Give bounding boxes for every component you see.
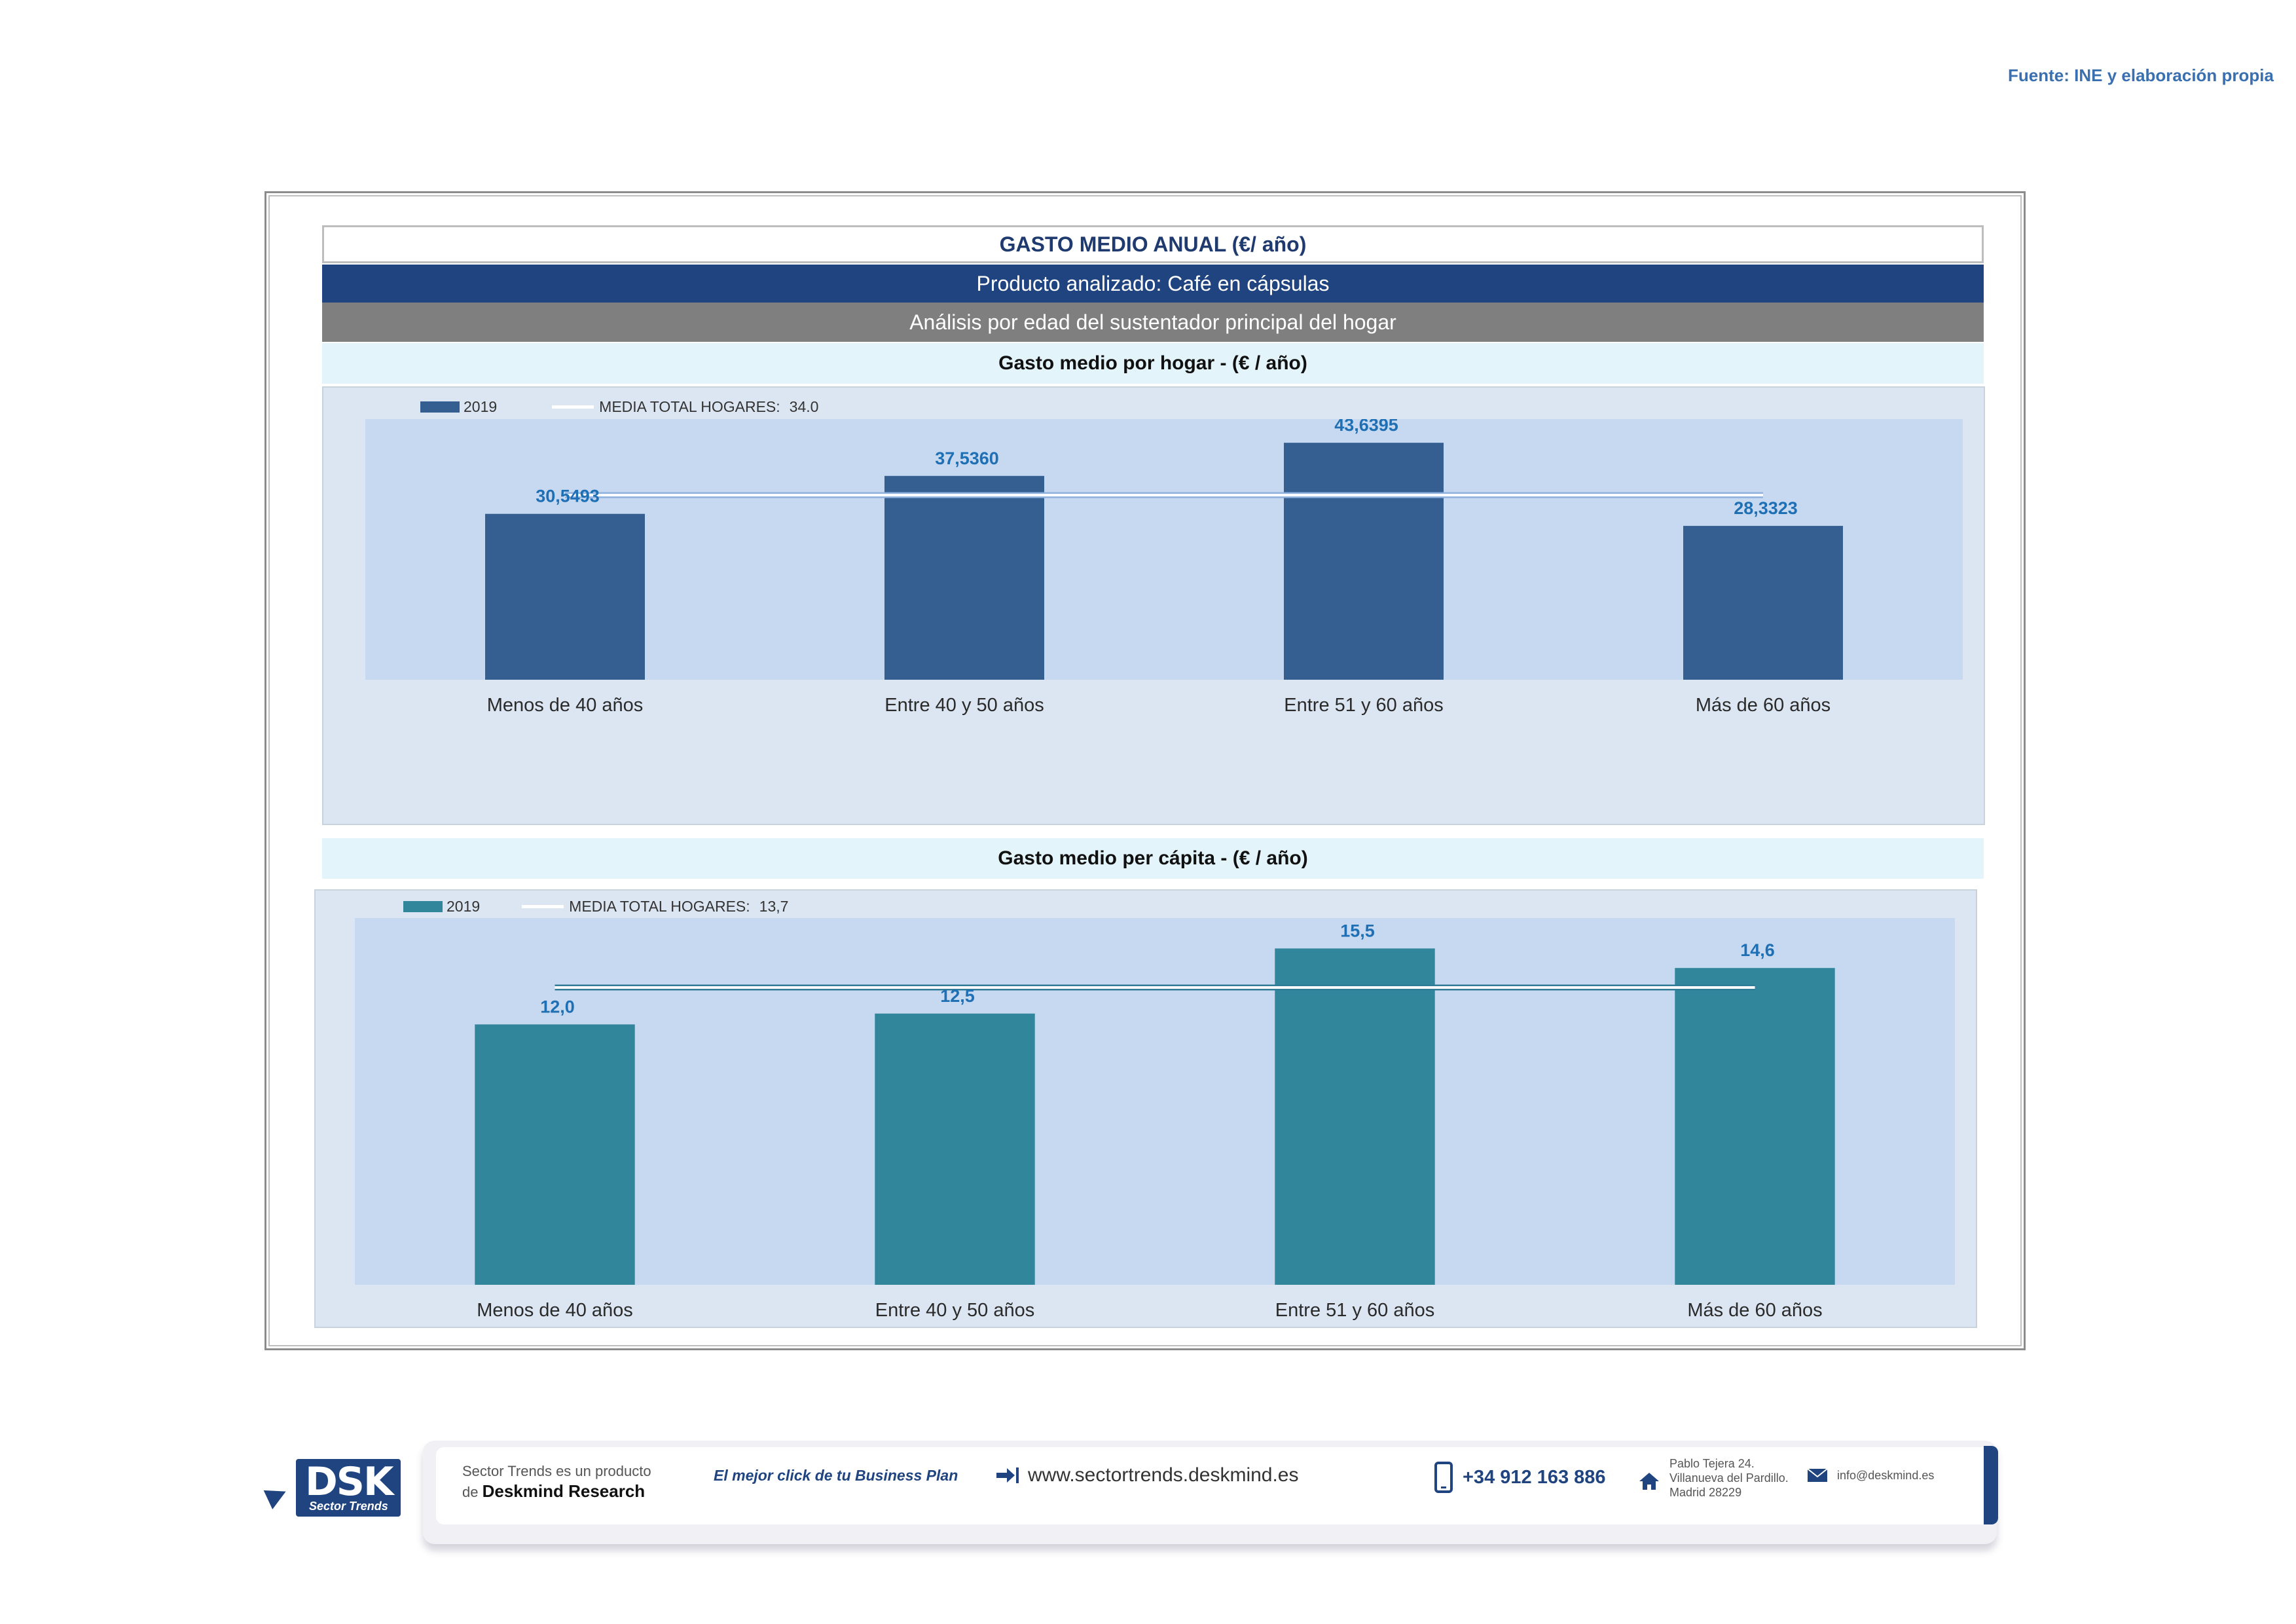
chart2-legend-series: 2019 <box>446 898 481 915</box>
chart2-bar <box>1275 948 1435 1285</box>
link-arrow-icon <box>996 1467 1019 1483</box>
footer-address-line1: Pablo Tejera 24. <box>1669 1457 1755 1470</box>
report-frame <box>264 191 2026 1350</box>
chart1-legend-swatch <box>420 401 460 413</box>
logo-subtitle: Sector Trends <box>309 1500 388 1513</box>
mail-icon <box>1807 1468 1828 1482</box>
chart2-title: Gasto medio per cápita - (€ / año) <box>322 838 1984 879</box>
footer-card <box>436 1447 1994 1524</box>
footer-email-text[interactable]: info@deskmind.es <box>1837 1468 1935 1482</box>
chart1-legend: 2019 MEDIA TOTAL HOGARES: 34.0 <box>420 398 818 416</box>
chart2-plot: 12,0 12,5 15,5 14,6 Menos de 40 años Entre 40… <box>355 918 1955 1321</box>
footer-phone[interactable]: +34 912 163 886 <box>1434 1462 1606 1493</box>
chart2-bar <box>875 1013 1035 1285</box>
chart1-data-label: 43,6395 <box>1334 419 1398 435</box>
chart1-legend-series: 2019 <box>464 398 498 415</box>
footer-slogan: El mejor click de tu Business Plan <box>714 1467 958 1484</box>
home-icon <box>1639 1473 1659 1490</box>
footer-product-line1: Sector Trends es un producto <box>462 1463 651 1479</box>
phone-icon <box>1434 1462 1453 1493</box>
dsk-logo: DSK Sector Trends <box>296 1459 401 1517</box>
footer-website-text[interactable]: www.sectortrends.deskmind.es <box>1028 1464 1299 1486</box>
chart2-category-label: Entre 51 y 60 años <box>1275 1300 1434 1321</box>
chart1-title: Gasto medio por hogar - (€ / año) <box>322 343 1984 384</box>
chart1-category-label: Menos de 40 años <box>487 695 644 716</box>
chart2-legend: 2019 MEDIA TOTAL HOGARES: 13,7 <box>403 898 788 915</box>
footer-phone-text[interactable]: +34 912 163 886 <box>1463 1466 1606 1488</box>
chart1-category-label: Más de 60 años <box>1696 695 1831 716</box>
chart2-legend-line <box>522 905 564 908</box>
footer-product: Sector Trends es un producto de Deskmind… <box>462 1462 651 1502</box>
chart1-data-label: 37,5360 <box>935 449 999 468</box>
chart1-legend-ref-value: 34.0 <box>789 398 819 415</box>
source-note: Fuente: INE y elaboración propia <box>2008 65 2274 85</box>
report-frame-inner <box>268 195 2022 1346</box>
footer-address: Pablo Tejera 24. Villanueva del Pardillo… <box>1638 1456 1789 1500</box>
chart2-legend-ref-value: 13,7 <box>759 898 789 915</box>
product-banner: Producto analizado: Café en cápsulas <box>322 265 1984 303</box>
footer-website[interactable]: www.sectortrends.deskmind.es <box>995 1464 1299 1486</box>
chart1-data-label: 28,3323 <box>1734 498 1798 518</box>
chart1-legend-line <box>552 405 594 409</box>
chart1-plot: 30,5493 37,5360 43,6395 28,3323 Menos de 40 … <box>365 419 1963 716</box>
chart2-bar <box>1675 968 1835 1285</box>
analysis-banner: Análisis por edad del sustentador princi… <box>322 303 1984 342</box>
footer-accent <box>1984 1446 1998 1524</box>
chart2-legend-swatch <box>403 901 443 912</box>
logo-arrow-icon <box>263 1482 291 1509</box>
chart2-category-label: Entre 40 y 50 años <box>875 1300 1034 1321</box>
chart1-data-label: 30,5493 <box>536 487 600 506</box>
chart2-category-label: Menos de 40 años <box>477 1300 633 1321</box>
footer-product-prefix: de <box>462 1484 479 1500</box>
chart1-category-label: Entre 40 y 50 años <box>884 695 1044 716</box>
footer-brand: Deskmind Research <box>482 1481 646 1501</box>
chart2-category-label: Más de 60 años <box>1687 1300 1822 1321</box>
report-title: GASTO MEDIO ANUAL (€/ año) <box>322 225 1984 263</box>
chart2-bar <box>475 1024 635 1285</box>
chart2-data-label: 15,5 <box>1340 921 1375 940</box>
chart2-legend-ref: MEDIA TOTAL HOGARES: <box>569 898 750 915</box>
footer-address-line2: Villanueva del Pardillo. <box>1669 1471 1789 1485</box>
chart2-data-label: 12,0 <box>540 997 575 1016</box>
chart1-bar <box>1683 526 1843 680</box>
logo-text: DSK <box>305 1459 394 1505</box>
chart2-data-label: 14,6 <box>1740 940 1775 960</box>
footer-email[interactable]: info@deskmind.es <box>1807 1468 1934 1483</box>
chart1-bar <box>884 475 1044 680</box>
chart1-category-label: Entre 51 y 60 años <box>1284 695 1443 716</box>
chart1-legend-ref: MEDIA TOTAL HOGARES: <box>599 398 780 415</box>
chart2-data-label: 12,5 <box>940 986 975 1006</box>
footer-address-line3: Madrid 28229 <box>1669 1486 1742 1499</box>
chart1-bar <box>485 513 645 680</box>
chart1-bar <box>1284 443 1444 680</box>
